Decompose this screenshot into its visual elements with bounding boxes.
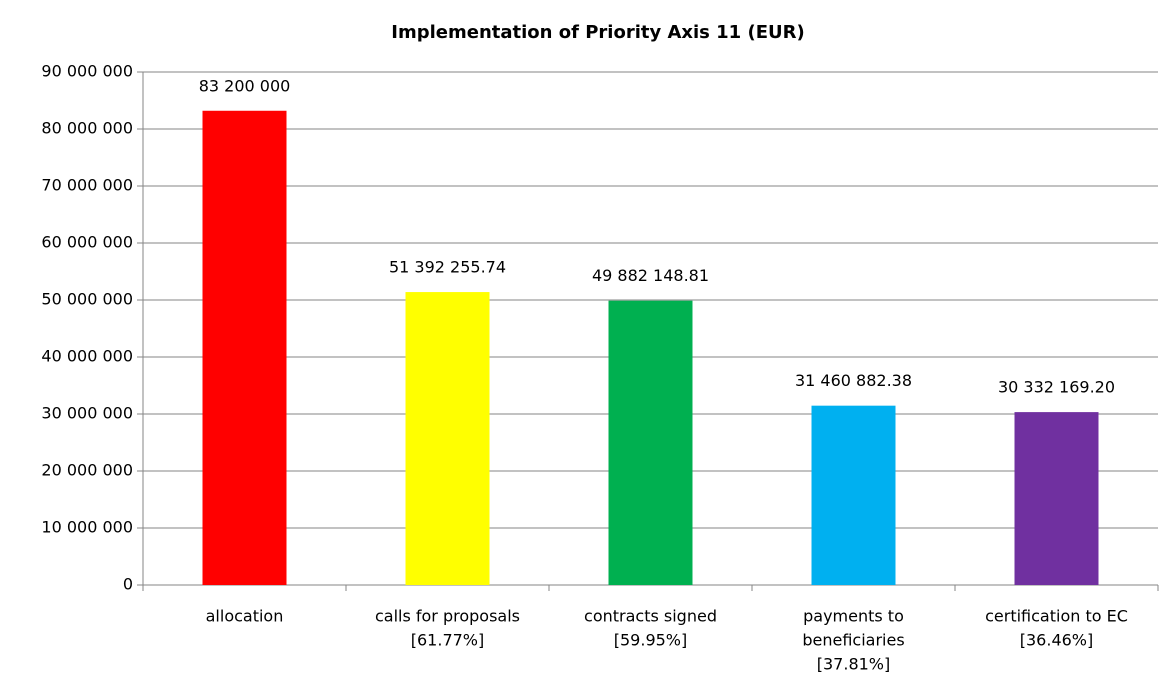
bar xyxy=(405,292,490,585)
x-tick-label: [36.46%] xyxy=(1020,631,1094,650)
y-tick-label: 50 000 000 xyxy=(41,290,133,309)
data-label-bg xyxy=(986,375,1127,402)
bar xyxy=(1014,412,1099,585)
bar xyxy=(811,405,896,585)
y-tick-label: 70 000 000 xyxy=(41,176,133,195)
data-label-bg xyxy=(580,263,721,290)
data-label: 83 200 000 xyxy=(199,76,291,95)
y-tick-label: 0 xyxy=(123,575,133,594)
y-tick-label: 30 000 000 xyxy=(41,404,133,423)
data-label-bg xyxy=(377,255,518,282)
data-label: 31 460 882.38 xyxy=(795,371,912,390)
y-tick-label: 40 000 000 xyxy=(41,347,133,366)
y-tick-label: 90 000 000 xyxy=(41,62,133,81)
x-tick-label: contracts signed xyxy=(584,607,717,626)
data-label-bg xyxy=(783,368,924,395)
data-label: 49 882 148.81 xyxy=(592,266,709,285)
x-tick-label: [61.77%] xyxy=(411,631,485,650)
x-tick-label: allocation xyxy=(206,607,284,626)
chart-title: Implementation of Priority Axis 11 (EUR) xyxy=(391,22,804,43)
bar xyxy=(608,300,693,585)
data-label: 30 332 169.20 xyxy=(998,378,1115,397)
x-tick-label: [59.95%] xyxy=(614,631,688,650)
y-tick-label: 20 000 000 xyxy=(41,461,133,480)
x-tick-label: certification to EC xyxy=(985,607,1128,626)
x-tick-label: beneficiaries xyxy=(802,631,904,650)
y-tick-label: 10 000 000 xyxy=(41,518,133,537)
y-tick-label: 80 000 000 xyxy=(41,119,133,138)
x-tick-label: calls for proposals xyxy=(375,607,520,626)
data-label: 51 392 255.74 xyxy=(389,258,506,277)
x-tick-label: payments to xyxy=(803,607,904,626)
x-tick-label: [37.81%] xyxy=(817,655,891,674)
y-tick-label: 60 000 000 xyxy=(41,233,133,252)
data-label-bg xyxy=(174,73,315,100)
bar xyxy=(202,110,287,585)
